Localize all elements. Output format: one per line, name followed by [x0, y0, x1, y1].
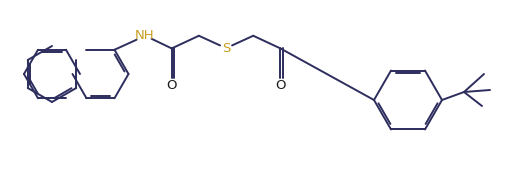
Text: O: O [166, 79, 177, 92]
Text: O: O [275, 79, 286, 92]
Text: NH: NH [135, 29, 154, 42]
Text: S: S [222, 42, 230, 55]
